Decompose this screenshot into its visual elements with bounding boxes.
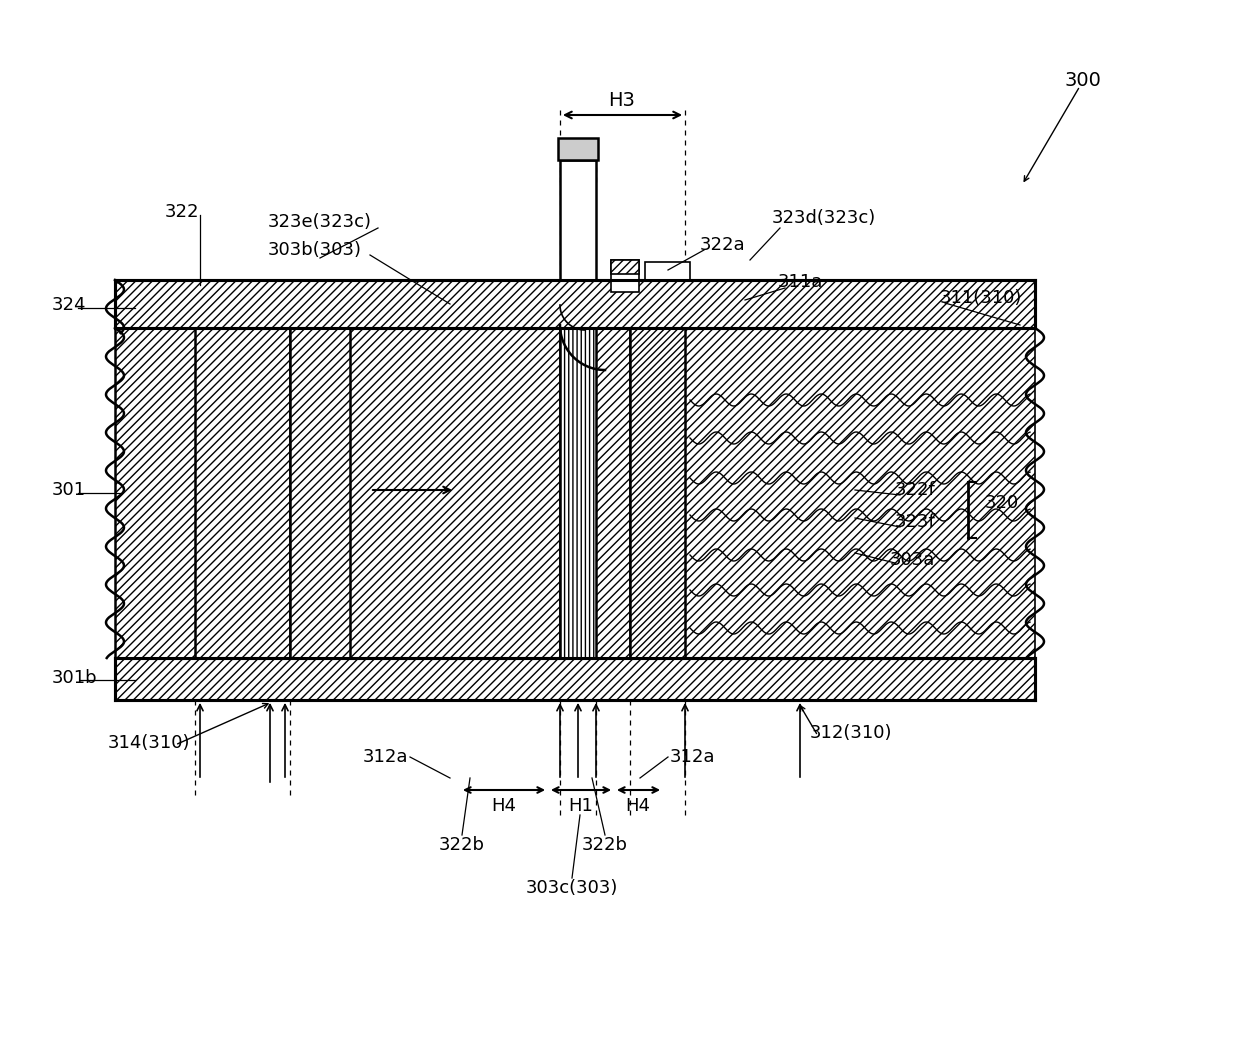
Text: 311(310): 311(310) [940,289,1022,307]
Text: 322a: 322a [701,236,745,254]
Text: 322: 322 [165,203,200,221]
Text: 301: 301 [52,481,86,499]
Text: 311a: 311a [777,273,823,290]
Bar [115,328,195,658]
Bar [645,262,689,280]
Bar [115,280,1035,328]
Text: H4: H4 [625,797,651,815]
Text: 322f: 322f [895,481,936,499]
Text: 323d(323c): 323d(323c) [773,209,877,227]
Text: H2: H2 [567,169,591,187]
Text: 303c(303): 303c(303) [526,879,619,897]
Text: 322b: 322b [582,836,627,854]
Text: 323e(323c): 323e(323c) [268,213,372,231]
Text: 324: 324 [52,296,87,314]
Bar [684,328,1035,658]
Text: 301b: 301b [52,669,98,687]
Text: 323f: 323f [895,513,936,531]
Bar [596,328,630,658]
Text: 303b(303): 303b(303) [268,242,362,259]
Text: 320: 320 [985,494,1019,512]
Bar [115,658,1035,700]
Bar [611,260,639,292]
Text: 303a: 303a [890,551,935,569]
Bar [558,138,598,160]
Text: 312a: 312a [362,748,408,766]
Bar [290,328,350,658]
Text: H1: H1 [569,797,594,815]
Text: 322b: 322b [439,836,485,854]
Text: 300: 300 [1065,70,1102,89]
Bar [560,328,596,658]
Text: 312(310): 312(310) [810,724,893,742]
Bar [350,328,560,658]
Bar [611,260,639,275]
Bar [195,328,290,658]
Bar [560,160,596,280]
Text: 314(310): 314(310) [108,734,191,752]
Text: 312a: 312a [670,748,715,766]
Bar [630,328,684,658]
Text: H3: H3 [609,90,635,110]
Text: H4: H4 [491,797,517,815]
